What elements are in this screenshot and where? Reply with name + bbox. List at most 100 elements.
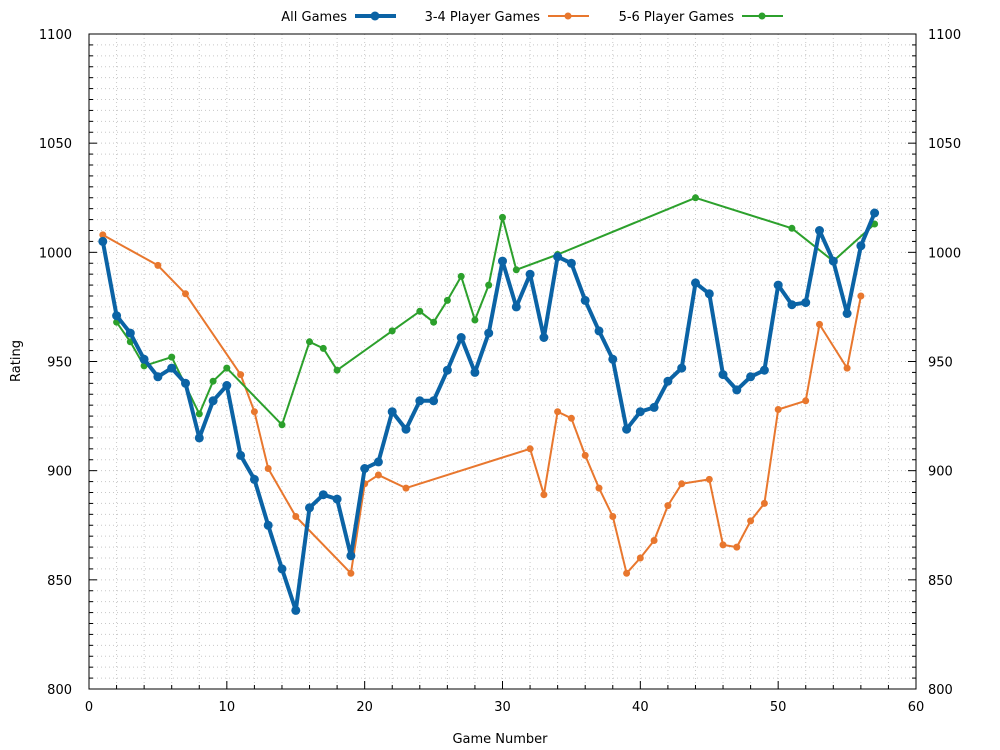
data-point-all-games [139, 354, 149, 364]
y-axis-tick-labels-right: 800 850 900 950 1000 1050 1100 [928, 28, 961, 698]
data-point-all-games [194, 433, 204, 443]
data-point-all-games [456, 333, 466, 342]
data-point-all-games [125, 328, 135, 338]
y-tick-label-left: 900 [47, 465, 72, 480]
legend-label-all-games: All Games [281, 10, 347, 25]
data-point-5-6-player-games [692, 194, 699, 202]
data-point-3-4-player-games [719, 541, 727, 549]
data-point-5-6-player-games [416, 307, 424, 315]
data-point-3-4-player-games [650, 537, 658, 544]
data-point-all-games [870, 208, 880, 218]
data-point-all-games [415, 396, 425, 406]
data-point-5-6-player-games [485, 281, 493, 289]
data-point-all-games [484, 328, 494, 338]
series-layer [98, 194, 880, 615]
data-point-3-4-player-games [857, 292, 865, 300]
axis-ticks [88, 33, 917, 690]
data-point-3-4-player-games [292, 513, 300, 520]
data-point-all-games [263, 520, 273, 530]
data-point-all-games [828, 256, 838, 266]
data-point-5-6-player-games [306, 338, 313, 346]
legend-swatch-3-4-player-games [548, 12, 589, 20]
data-point-all-games [801, 298, 811, 308]
data-point-all-games [318, 490, 328, 500]
data-point-all-games [539, 333, 549, 342]
data-point-all-games [332, 494, 342, 504]
data-point-3-4-player-games [567, 414, 575, 422]
data-point-5-6-player-games [788, 224, 796, 232]
data-point-3-4-player-games [678, 480, 686, 488]
y-tick-label-left: 850 [47, 574, 72, 589]
data-point-5-6-player-games [430, 318, 438, 326]
data-point-3-4-player-games [802, 397, 810, 405]
data-point-5-6-player-games [195, 410, 203, 418]
data-point-3-4-player-games [402, 484, 410, 492]
x-tick-label: 0 [85, 700, 93, 715]
data-point-all-games [346, 551, 356, 561]
legend: All Games 3-4 Player Games 5-6 Player Ga… [281, 10, 783, 25]
data-point-3-4-player-games [595, 484, 603, 492]
data-point-3-4-player-games [774, 406, 782, 413]
data-point-5-6-player-games [471, 316, 479, 324]
data-point-all-games [470, 367, 480, 377]
legend-swatch-5-6-player-games [742, 12, 783, 20]
data-point-3-4-player-games [250, 408, 258, 416]
y-tick-label-left: 1100 [39, 28, 72, 43]
y-tick-label-right: 800 [928, 683, 953, 698]
data-point-all-games [773, 280, 783, 290]
x-axis-title: Game Number [452, 732, 548, 747]
data-point-all-games [566, 258, 576, 268]
data-point-all-games [759, 365, 769, 375]
data-point-all-games [594, 326, 604, 336]
y-tick-label-left: 950 [47, 356, 72, 371]
data-point-3-4-player-games [623, 569, 631, 577]
y-axis-tick-labels-left: 800 850 900 950 1000 1050 1100 [39, 28, 72, 698]
data-point-3-4-player-games [636, 554, 644, 562]
data-point-3-4-player-games [843, 364, 851, 372]
x-tick-label: 20 [356, 700, 373, 715]
data-point-all-games [112, 311, 122, 321]
legend-label-5-6-player-games: 5-6 Player Games [619, 10, 735, 25]
y-tick-label-right: 1050 [928, 137, 961, 152]
y-axis-title: Rating [9, 340, 24, 382]
y-tick-label-left: 800 [47, 683, 72, 698]
x-tick-label: 10 [219, 700, 236, 715]
data-point-3-4-player-games [374, 471, 382, 479]
data-point-3-4-player-games [705, 475, 713, 483]
data-point-all-games [305, 503, 314, 513]
data-point-all-games [663, 376, 673, 386]
data-point-3-4-player-games [581, 451, 589, 459]
data-point-all-games [498, 256, 507, 266]
data-point-5-6-player-games [223, 364, 231, 372]
data-point-all-games [277, 564, 287, 574]
data-point-all-games [704, 289, 714, 299]
x-tick-label: 50 [770, 700, 787, 715]
x-tick-label: 30 [494, 700, 511, 715]
y-tick-label-left: 1000 [39, 246, 72, 261]
data-point-5-6-player-games [457, 272, 465, 280]
data-point-all-games [677, 363, 687, 373]
data-point-5-6-player-games [209, 377, 217, 385]
data-point-all-games [553, 252, 563, 262]
data-point-all-games [856, 241, 866, 251]
data-point-3-4-player-games [347, 569, 355, 577]
y-tick-label-left: 1050 [39, 137, 72, 152]
data-point-all-games [691, 278, 700, 288]
data-point-5-6-player-games [333, 366, 341, 374]
data-point-3-4-player-games [526, 445, 534, 453]
data-point-all-games [842, 309, 852, 318]
x-tick-label: 40 [632, 700, 649, 715]
data-point-all-games [153, 372, 163, 382]
data-point-3-4-player-games [182, 290, 189, 298]
data-point-3-4-player-games [664, 502, 672, 510]
data-point-all-games [360, 464, 370, 473]
y-tick-label-right: 1000 [928, 246, 961, 261]
data-point-5-6-player-games [168, 353, 176, 361]
data-point-all-games [167, 363, 177, 373]
data-point-all-games [442, 365, 452, 375]
data-point-all-games [98, 236, 108, 246]
data-point-all-games [718, 370, 728, 380]
data-point-3-4-player-games [540, 491, 548, 499]
data-point-3-4-player-games [747, 517, 755, 525]
data-point-all-games [208, 396, 218, 406]
